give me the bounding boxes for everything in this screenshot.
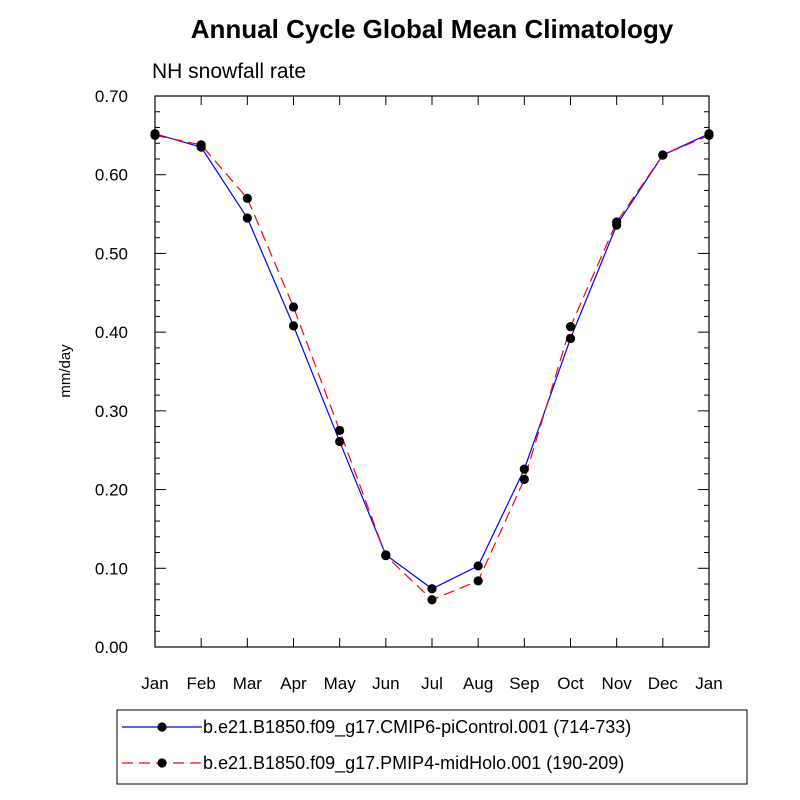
legend: b.e21.B1850.f09_g17.CMIP6-piControl.001 … (116, 709, 748, 785)
x-tick-label: Jan (695, 674, 722, 693)
x-tick-label: Oct (557, 674, 584, 693)
legend-label-1: b.e21.B1850.f09_g17.CMIP6-piControl.001 … (203, 717, 631, 738)
x-tick-label: Jul (421, 674, 443, 693)
series-2-point (196, 140, 206, 150)
series-2-point (658, 150, 668, 160)
x-tick-label: Aug (463, 674, 493, 693)
x-tick-label: Jun (372, 674, 399, 693)
series-2-point (473, 576, 483, 586)
legend-label-2: b.e21.B1850.f09_g17.PMIP4-midHolo.001 (1… (203, 753, 624, 774)
x-tick-label: May (324, 674, 357, 693)
y-tick-label: 0.60 (95, 166, 128, 185)
y-axis-label: mm/day (57, 344, 74, 398)
series-2-point (565, 322, 576, 332)
series-2-point (288, 302, 299, 312)
series-1-point (242, 213, 252, 223)
y-tick-label: 0.50 (95, 244, 128, 263)
chart-subtitle: NH snowfall rate (152, 60, 306, 83)
y-tick-label: 0.30 (95, 402, 128, 421)
series-2-point (612, 217, 622, 227)
y-tick-label: 0.70 (95, 87, 128, 106)
chart-title: Annual Cycle Global Mean Climatology (191, 14, 674, 44)
legend-box (116, 709, 748, 785)
x-tick-label: Mar (233, 674, 263, 693)
series-1-point (519, 464, 529, 474)
plot-frame (154, 95, 710, 648)
x-tick-label: Apr (280, 674, 307, 693)
series-line-1 (154, 133, 710, 590)
legend-items: b.e21.B1850.f09_g17.CMIP6-piControl.001 … (122, 717, 631, 774)
x-tick-label: Feb (187, 674, 216, 693)
x-tick-label: Nov (602, 674, 633, 693)
series-line-2 (154, 134, 710, 601)
x-tick-label: Sep (509, 674, 539, 693)
series-1-point (565, 333, 576, 344)
legend-marker-1 (157, 722, 167, 732)
series-2-point (335, 425, 345, 436)
series-1-point (427, 584, 437, 594)
y-tick-label: 0.00 (95, 638, 128, 657)
series-2-point (242, 193, 252, 203)
series-2-point (381, 551, 391, 561)
series-1-point (288, 321, 299, 331)
series-2-point (519, 474, 529, 484)
legend-marker-2 (157, 758, 167, 768)
x-tick-label: Jan (141, 674, 168, 693)
series-2-point (427, 595, 437, 605)
y-tick-label: 0.20 (95, 481, 128, 500)
x-tick-label: Dec (648, 674, 679, 693)
axis-ticks: Jan Feb Mar Apr May Jun Jul Aug Sep Oct Nov Dec Jan 0… (95, 87, 723, 693)
y-tick-label: 0.40 (95, 323, 128, 342)
series-layer (150, 129, 714, 605)
series-1-point (473, 561, 483, 571)
y-tick-label: 0.10 (95, 559, 128, 578)
series-1-point (335, 436, 345, 447)
